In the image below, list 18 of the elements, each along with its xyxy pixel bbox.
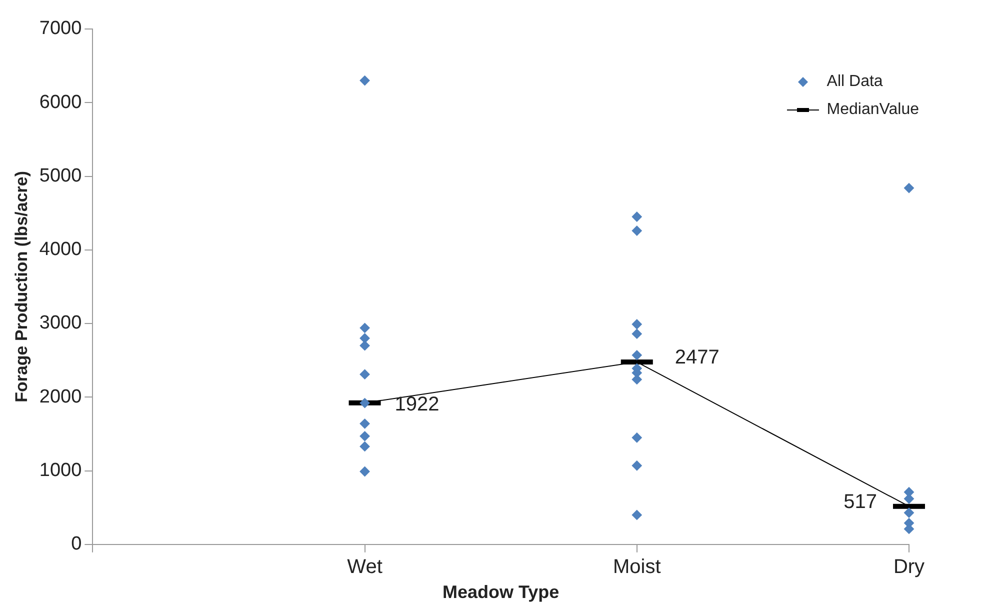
y-tick-label: 6000 bbox=[39, 92, 82, 113]
x-axis-title: Meadow Type bbox=[442, 582, 560, 602]
data-label: 1922 bbox=[394, 393, 440, 416]
legend-label: MedianValue bbox=[826, 101, 919, 119]
y-tick-label: 4000 bbox=[39, 239, 82, 260]
y-tick-label: 3000 bbox=[39, 312, 82, 334]
y-tick-label: 5000 bbox=[39, 165, 82, 186]
legend-label: All Data bbox=[826, 73, 883, 91]
x-tick-label: Wet bbox=[347, 556, 383, 578]
y-tick-label: 2000 bbox=[39, 386, 82, 408]
data-label: 2477 bbox=[674, 346, 720, 369]
y-axis-title: Forage Production (lbs/acre) bbox=[12, 170, 31, 402]
y-tick-label: 7000 bbox=[39, 18, 82, 40]
x-tick-label: Dry bbox=[893, 556, 925, 578]
data-label: 517 bbox=[844, 490, 877, 513]
x-tick-label: Moist bbox=[612, 556, 662, 578]
y-tick-label: 0 bbox=[71, 534, 82, 555]
y-tick-label: 1000 bbox=[39, 460, 82, 482]
